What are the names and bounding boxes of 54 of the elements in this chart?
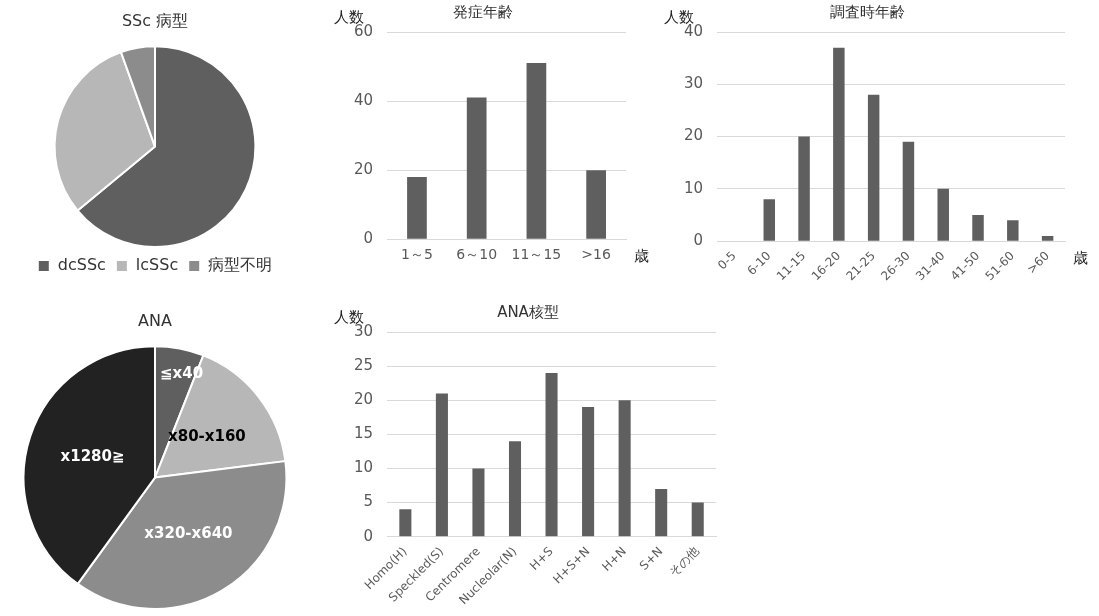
legend-label: lcSSc <box>135 255 179 275</box>
bar <box>582 407 595 537</box>
slice-label: x80-x160 <box>168 427 246 446</box>
bar <box>763 199 776 241</box>
x-axis-title: 歳 <box>1073 248 1088 267</box>
bar <box>618 400 631 537</box>
bar <box>798 136 810 241</box>
y-tick-label: 0 <box>363 229 374 248</box>
bar <box>902 141 915 241</box>
y-tick-label: 40 <box>353 90 374 109</box>
bar <box>867 94 880 241</box>
bar <box>472 468 485 537</box>
x-axis-title: 歳 <box>634 246 649 265</box>
chart-title: 調査時年齢 <box>830 2 905 21</box>
chart-title: SSc 病型 <box>121 10 189 30</box>
y-tick-label: 10 <box>353 458 374 477</box>
x-tick-label: >16 <box>581 246 611 263</box>
y-tick-label: 20 <box>353 390 374 409</box>
chart-title: ANA <box>138 310 172 330</box>
bar <box>399 509 412 537</box>
bar <box>435 393 448 537</box>
y-tick-label: 0 <box>363 526 374 545</box>
bar <box>655 488 668 537</box>
bar <box>508 441 522 537</box>
y-tick-label: 25 <box>353 356 374 374</box>
x-tick-label: 6～10 <box>456 246 498 263</box>
legend-label: dcSSc <box>57 255 106 275</box>
x-tick-label: 0-5 <box>715 248 739 273</box>
bar <box>526 63 547 239</box>
bar <box>833 47 845 241</box>
y-tick-label: 30 <box>683 74 704 93</box>
bar <box>586 170 606 239</box>
legend-label: 病型不明 <box>208 255 273 275</box>
y-tick-label: 5 <box>363 492 374 511</box>
x-tick-label: その他 <box>666 544 703 580</box>
y-tick-label: 0 <box>693 231 704 250</box>
bar <box>1007 220 1019 241</box>
bar <box>1041 235 1054 241</box>
bar <box>937 188 949 241</box>
y-tick-label: 20 <box>683 126 704 145</box>
chart-title: 発症年齢 <box>453 2 513 21</box>
y-tick-label: 20 <box>353 160 374 179</box>
x-tick-label: 11～15 <box>511 246 562 263</box>
slice-label: x1280≧ <box>60 447 125 466</box>
y-tick-label: 10 <box>683 178 704 197</box>
bar <box>691 502 704 537</box>
y-tick-label: 15 <box>353 424 374 443</box>
bar <box>972 215 984 241</box>
bar <box>545 372 558 537</box>
bar <box>407 177 427 239</box>
bar <box>466 97 487 239</box>
chart-title: ANA核型 <box>497 302 559 321</box>
slice-label: x320-x640 <box>144 524 233 543</box>
x-tick-label: 1～5 <box>401 246 433 263</box>
